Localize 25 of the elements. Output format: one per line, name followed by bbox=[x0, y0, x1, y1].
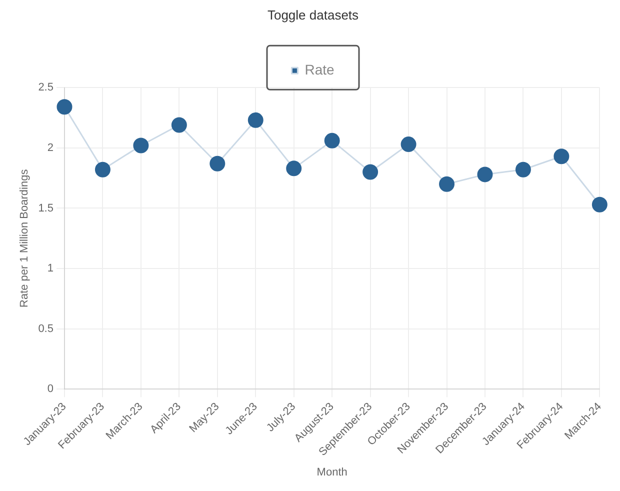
y-tick-label: 0.5 bbox=[38, 322, 54, 335]
point bbox=[362, 164, 378, 180]
legend-label: Rate bbox=[304, 61, 334, 78]
point bbox=[248, 112, 264, 128]
y-tick-label: 2 bbox=[47, 142, 54, 154]
point bbox=[324, 132, 340, 148]
point bbox=[133, 138, 149, 154]
point bbox=[171, 117, 187, 133]
point bbox=[210, 156, 226, 172]
point bbox=[286, 160, 302, 176]
chart-subtitle: Toggle datasets bbox=[267, 7, 360, 22]
point bbox=[515, 162, 531, 178]
y-tick-label: 2.5 bbox=[38, 82, 54, 94]
x-axis-title: Month bbox=[316, 466, 348, 478]
point bbox=[56, 99, 72, 115]
point bbox=[554, 148, 570, 164]
point bbox=[439, 176, 455, 192]
point bbox=[400, 136, 416, 152]
y-tick-label: 1 bbox=[47, 262, 54, 275]
y-tick-label: 1.5 bbox=[38, 202, 54, 214]
y-axis-title: Rate per 1 Million Boardings bbox=[18, 168, 31, 308]
point bbox=[592, 196, 608, 212]
point bbox=[477, 166, 493, 182]
y-tick-label: 0 bbox=[47, 383, 54, 396]
point bbox=[94, 162, 110, 178]
